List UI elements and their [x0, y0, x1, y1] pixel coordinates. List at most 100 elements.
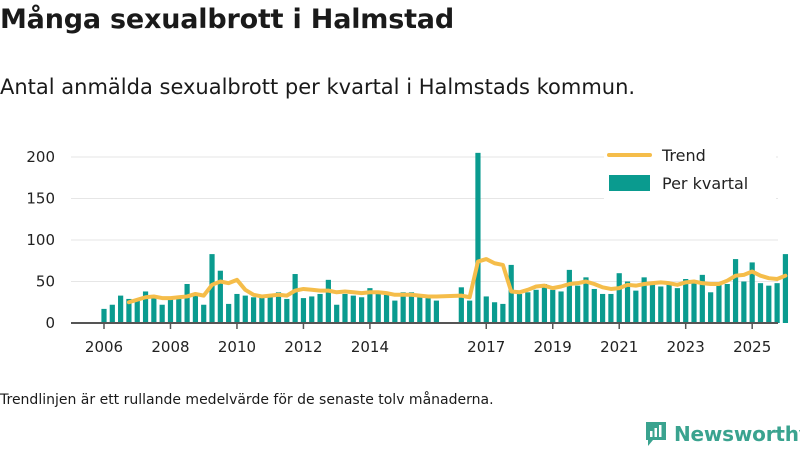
bar	[118, 295, 124, 323]
trend-line	[126, 257, 788, 305]
bar	[217, 270, 223, 323]
bar	[226, 303, 232, 323]
x-tick-label: 2006	[85, 338, 123, 356]
bar	[234, 293, 240, 323]
bar	[708, 292, 714, 323]
legend-trend-label: Trend	[661, 146, 706, 165]
y-tick-label: 0	[45, 314, 55, 332]
x-tick-label: 2019	[534, 338, 572, 356]
bar	[724, 283, 730, 323]
bar	[533, 289, 539, 323]
bar	[134, 299, 140, 323]
bar	[101, 308, 107, 323]
bar	[126, 298, 132, 323]
bar	[699, 274, 705, 323]
chart: 0 50 100 150 200 2006 2008 2010 2012 2014 2017 201…	[26, 142, 789, 356]
bar	[608, 293, 614, 323]
x-axis-ticks: 2006 2008 2010 2012 2014 2017 2019 2021 2023 2025	[85, 323, 771, 356]
bar	[624, 281, 631, 323]
bar	[209, 254, 215, 323]
bar	[201, 304, 207, 323]
bar	[167, 298, 174, 323]
bar	[633, 290, 639, 323]
bar	[458, 287, 464, 323]
bar	[541, 283, 548, 323]
y-axis-ticks: 0 50 100 150 200	[26, 148, 55, 332]
bar	[591, 288, 597, 323]
bar	[275, 292, 282, 323]
bar	[259, 296, 265, 323]
bar	[433, 300, 439, 323]
chart-subtitle: Antal anmälda sexualbrott per kvartal i …	[0, 75, 636, 99]
bar	[325, 279, 331, 323]
bar	[766, 285, 772, 323]
bar	[500, 303, 506, 323]
bar	[649, 281, 656, 323]
bar	[408, 292, 415, 323]
x-tick-label: 2014	[351, 338, 389, 356]
bar	[583, 277, 589, 323]
bar	[732, 259, 739, 323]
bar	[242, 295, 248, 323]
bar	[475, 152, 481, 323]
bar	[292, 274, 298, 323]
y-tick-label: 50	[36, 273, 55, 291]
bar	[250, 297, 257, 323]
x-tick-label: 2025	[733, 338, 771, 356]
bar	[109, 304, 115, 323]
newsworthy-logo-icon	[646, 422, 666, 446]
bar	[342, 293, 348, 323]
bar	[516, 293, 523, 323]
bar	[309, 296, 315, 323]
bar	[558, 291, 564, 323]
bar	[508, 264, 514, 323]
legend-bar-label: Per kvartal	[662, 174, 748, 193]
bar	[176, 298, 182, 323]
y-tick-label: 150	[26, 190, 55, 208]
bar	[192, 293, 199, 323]
bar	[151, 298, 157, 323]
bar	[575, 285, 581, 323]
bar	[159, 304, 165, 323]
bar	[757, 283, 764, 323]
bar	[616, 273, 622, 323]
bar	[782, 254, 789, 323]
bar	[367, 288, 373, 323]
bar	[674, 288, 680, 323]
chart-title: Många sexualbrott i Halmstad	[0, 4, 454, 35]
bar	[383, 294, 390, 323]
bar	[716, 283, 722, 323]
bar	[425, 298, 431, 323]
bar	[392, 300, 398, 323]
bar	[550, 289, 556, 323]
bar	[467, 300, 473, 323]
bar	[317, 293, 323, 323]
bar	[483, 296, 489, 323]
bar	[741, 281, 747, 323]
footnote: Trendlinjen är ett rullande medelvärde f…	[0, 392, 494, 408]
bar	[666, 283, 672, 323]
bar	[400, 292, 406, 323]
bar	[184, 283, 190, 323]
bar	[491, 302, 498, 323]
bar	[375, 293, 381, 323]
bar	[749, 262, 755, 323]
bar	[267, 295, 273, 323]
bar	[334, 304, 340, 323]
bar-series	[101, 152, 789, 323]
bar	[525, 292, 531, 323]
brand-name: Newsworthy	[674, 422, 800, 446]
x-tick-label: 2021	[600, 338, 638, 356]
bar	[566, 269, 572, 323]
x-tick-label: 2012	[284, 338, 322, 356]
bar	[142, 291, 149, 323]
legend-bar-swatch	[609, 175, 650, 191]
newsworthy-logo[interactable]: Newsworthy	[644, 419, 800, 449]
bar	[350, 295, 356, 323]
x-tick-label: 2010	[218, 338, 256, 356]
bar	[683, 279, 689, 323]
bar	[359, 297, 365, 323]
bar	[284, 298, 290, 323]
y-tick-label: 200	[26, 148, 55, 166]
legend: Trend Per kvartal	[604, 142, 776, 200]
